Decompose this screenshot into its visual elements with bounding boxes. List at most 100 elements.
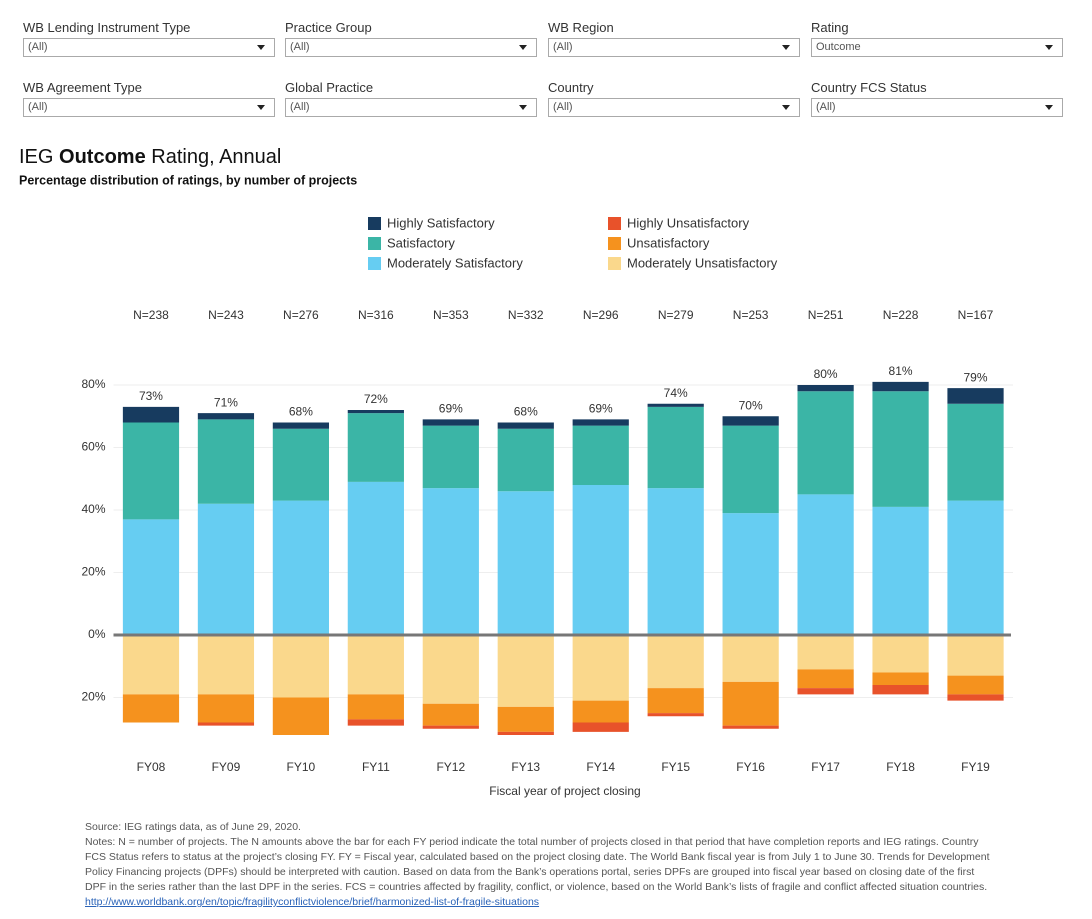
bar-segment <box>572 635 629 701</box>
bar-segment <box>872 506 929 635</box>
bar-segment <box>197 694 255 723</box>
filter: Country (All) <box>548 80 800 117</box>
n-label: N=353 <box>433 308 469 322</box>
dropdown[interactable]: (All) <box>23 38 275 57</box>
x-tick-label: FY08 <box>137 760 166 774</box>
bar-segment <box>797 391 854 495</box>
dropdown[interactable]: (All) <box>548 98 800 117</box>
total-label: 72% <box>364 392 388 406</box>
bar-segment <box>347 719 404 726</box>
chart-subtitle: Percentage distribution of ratings, by n… <box>19 173 357 187</box>
total-label: 70% <box>739 398 763 412</box>
dropdown[interactable]: (All) <box>23 98 275 117</box>
bar-segment <box>722 635 779 682</box>
dropdown[interactable]: (All) <box>548 38 800 57</box>
bar-segment <box>422 425 479 489</box>
bar-segment <box>422 419 479 426</box>
title-part: IEG <box>19 146 53 168</box>
filter: Practice Group (All) <box>285 20 537 57</box>
bar-segment <box>122 694 180 723</box>
dropdown[interactable]: Outcome <box>811 38 1063 57</box>
bar-segment <box>347 410 404 414</box>
legend-label: Moderately Satisfactory <box>387 255 523 270</box>
bar-segment <box>872 635 929 673</box>
bar-segment <box>122 422 180 520</box>
bar-segment <box>722 513 779 635</box>
bar-segment <box>872 381 929 392</box>
y-tick-label: 20% <box>81 565 105 579</box>
bar-segment <box>347 694 404 720</box>
bar-segment <box>272 697 330 735</box>
x-tick-label: FY11 <box>362 760 390 774</box>
x-tick-label: FY14 <box>586 760 615 774</box>
filter: WB Lending Instrument Type (All) <box>23 20 275 57</box>
total-label: 68% <box>289 405 313 419</box>
source: Source: IEG ratings data, as of June 29,… <box>85 821 301 833</box>
title-part: Outcome <box>59 146 146 168</box>
dropdown[interactable]: (All) <box>285 38 537 57</box>
bar-segment <box>797 669 854 689</box>
bar-segment <box>497 635 554 707</box>
bar-segment <box>272 500 330 635</box>
bar-segment <box>647 403 704 407</box>
total-label: 74% <box>664 386 688 400</box>
legend-swatch <box>608 237 621 250</box>
bar-segment <box>272 422 330 429</box>
bar-segment <box>947 694 1004 701</box>
bar-segment <box>272 428 330 501</box>
filter: Global Practice (All) <box>285 80 537 117</box>
dropdown[interactable]: (All) <box>285 98 537 117</box>
chart-title: IEG Outcome Rating, Annual <box>19 146 281 168</box>
filter-label: WB Agreement Type <box>23 80 142 95</box>
total-label: 73% <box>139 389 163 403</box>
n-label: N=167 <box>958 308 994 322</box>
filter-label: Practice Group <box>285 20 372 35</box>
n-label: N=243 <box>208 308 244 322</box>
legend-swatch <box>368 257 381 270</box>
dropdown[interactable]: (All) <box>811 98 1063 117</box>
bar-segment <box>572 419 629 426</box>
bar-segment <box>197 413 255 420</box>
x-tick-label: FY19 <box>961 760 990 774</box>
bar-segment <box>347 413 404 482</box>
bar-segment <box>272 635 330 698</box>
filter: Country FCS Status (All) <box>811 80 1063 117</box>
bar-segment <box>722 425 779 514</box>
legend-label: Highly Unsatisfactory <box>627 215 750 230</box>
bar-segment <box>872 672 929 685</box>
total-label: 68% <box>514 405 538 419</box>
legend-swatch <box>608 257 621 270</box>
bar-segment <box>422 725 479 729</box>
legend-swatch <box>608 217 621 230</box>
bar-segment <box>347 481 404 635</box>
total-label: 79% <box>964 370 988 384</box>
chart: IEG Outcome Rating, Annual Percentage di… <box>19 146 1013 798</box>
filter-label: Global Practice <box>285 80 374 95</box>
y-tick-label: 80% <box>81 377 105 391</box>
bar-segment <box>647 713 704 717</box>
filter-label: Country FCS Status <box>811 80 927 95</box>
bar-segment <box>797 385 854 392</box>
n-label: N=228 <box>883 308 919 322</box>
legend-label: Unsatisfactory <box>627 235 710 250</box>
bar-segment <box>122 519 180 635</box>
link[interactable]: http://www.worldbank.org/en/topic/fragil… <box>85 896 540 908</box>
bar-segment <box>572 425 629 485</box>
legend-swatch <box>368 217 381 230</box>
bar-segment <box>797 494 854 635</box>
x-axis-label: Fiscal year of project closing <box>489 784 640 798</box>
bar-segment <box>947 500 1004 635</box>
bar-segment <box>197 722 255 726</box>
x-tick-label: FY16 <box>736 760 765 774</box>
x-tick-label: FY13 <box>511 760 540 774</box>
n-label: N=279 <box>658 308 694 322</box>
bar-segment <box>647 406 704 489</box>
bar-segment <box>422 488 479 635</box>
filter: WB Agreement Type (All) <box>23 80 275 117</box>
bar-segment <box>722 681 779 726</box>
filter-label: WB Region <box>548 20 614 35</box>
notes: Notes: N = number of projects. The N amo… <box>85 836 990 893</box>
n-label: N=332 <box>508 308 544 322</box>
total-label: 69% <box>589 402 613 416</box>
